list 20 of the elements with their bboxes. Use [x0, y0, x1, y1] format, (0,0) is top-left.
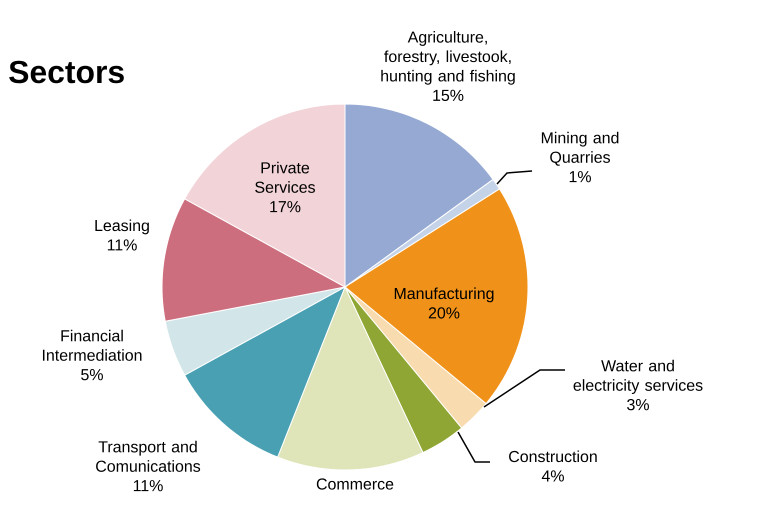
data-label: 20%	[428, 307, 460, 319]
data-label: 15%	[433, 90, 464, 101]
slice-label: Manufacturing	[394, 287, 494, 302]
slice-label: Commerce	[316, 478, 394, 490]
data-label: 5%	[81, 369, 103, 380]
data-label: 1%	[570, 171, 591, 182]
slice-label: Leasing	[95, 219, 149, 234]
slice-label: Private Services	[255, 162, 315, 193]
data-label: 4%	[542, 470, 564, 482]
slice-label: Financial Intermediation	[42, 330, 142, 361]
slice-label: Mining and Quarries	[542, 132, 618, 166]
slice-label: Construction	[509, 450, 597, 462]
data-label: 11%	[108, 239, 137, 251]
slice-label: Agriculture, forestry, livestook, hunting and fishing	[381, 31, 515, 85]
text: Sectors	[9, 60, 124, 84]
slice-label: Water and electricity services	[574, 360, 703, 394]
data-label: 11%	[134, 480, 163, 492]
data-label: 3%	[627, 398, 649, 410]
slice-label: Transport and Comunications	[96, 440, 200, 472]
data-label: 17%	[270, 201, 300, 212]
